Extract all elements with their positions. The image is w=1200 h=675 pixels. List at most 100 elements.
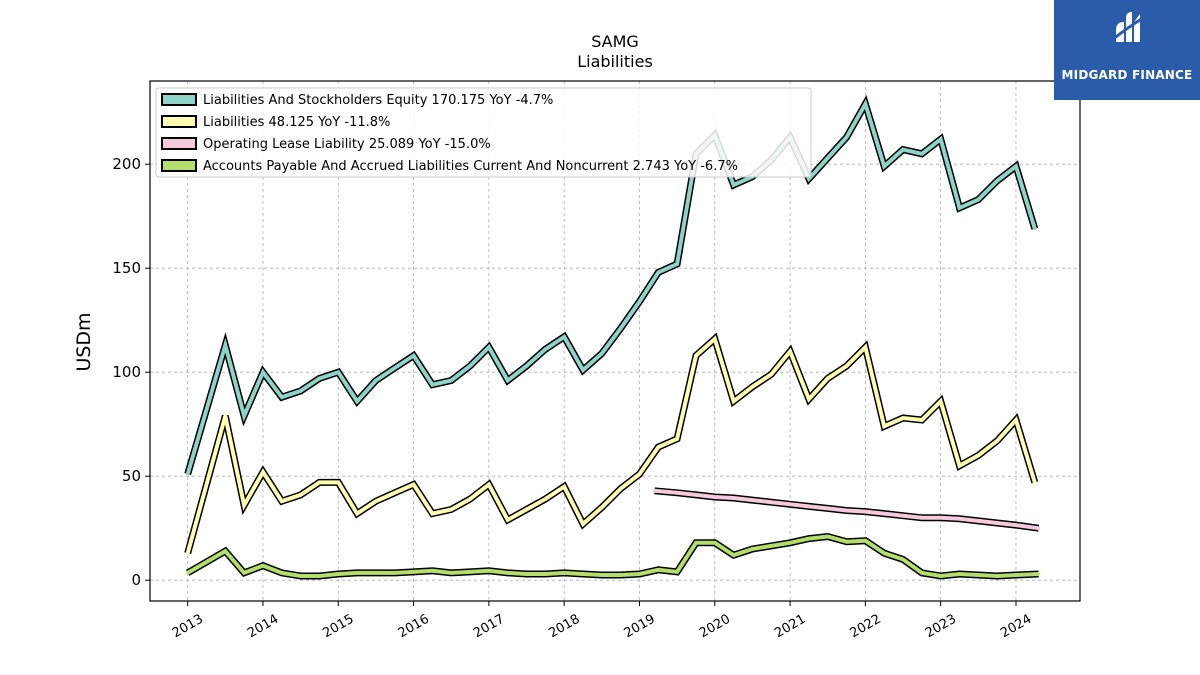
series-point	[318, 377, 321, 380]
series-point	[995, 439, 999, 443]
x-tick-label: 2014	[245, 612, 281, 642]
chart-title: SAMG	[591, 32, 639, 51]
series-point	[920, 418, 924, 422]
legend-label: Operating Lease Liability 25.089 YoY -15…	[203, 137, 491, 152]
series-point	[864, 539, 867, 543]
series-point	[675, 570, 679, 574]
series-point	[525, 572, 528, 576]
series-point	[581, 522, 585, 526]
series-point	[653, 489, 656, 493]
series-point	[280, 571, 284, 575]
series-point	[619, 487, 622, 491]
series-point	[506, 379, 510, 382]
series-point	[318, 574, 321, 578]
series-point	[958, 517, 961, 521]
y-tick-label: 150	[112, 259, 141, 277]
series-point	[186, 551, 190, 555]
series-point	[638, 472, 641, 476]
series-point	[826, 377, 830, 380]
series-point	[882, 424, 886, 428]
series-point	[939, 574, 943, 578]
series-point	[769, 544, 773, 548]
series-point	[769, 500, 773, 504]
series-lines	[184, 95, 1040, 580]
series-point	[299, 574, 302, 578]
series-point	[355, 399, 359, 403]
series-point	[788, 350, 792, 353]
series-point	[920, 152, 924, 156]
series-point	[995, 574, 999, 578]
series-point	[336, 481, 340, 484]
series-point	[336, 572, 340, 576]
legend-label: Liabilities And Stockholders Equity 170.…	[203, 93, 553, 108]
series-point	[374, 499, 378, 503]
series-point	[976, 198, 980, 202]
series-point	[393, 366, 397, 370]
series-point	[393, 571, 397, 575]
series-point	[920, 516, 924, 520]
series-point	[656, 271, 660, 274]
logo-text: MIDGARD FINANCE	[1061, 68, 1193, 82]
series-point	[1037, 526, 1040, 530]
series-point	[826, 156, 830, 160]
series-point	[807, 177, 811, 181]
series-point	[958, 572, 961, 576]
series-point	[807, 537, 811, 540]
series-point	[261, 370, 265, 374]
series-point	[506, 518, 510, 522]
series-point	[543, 497, 547, 501]
series-point	[280, 395, 284, 399]
series-point	[468, 364, 472, 368]
series-point	[336, 370, 340, 374]
legend-swatch	[161, 115, 197, 128]
series-point	[525, 364, 528, 368]
series-point	[1033, 481, 1037, 484]
legend-swatch	[161, 137, 197, 150]
series-point	[393, 491, 397, 495]
series-point	[431, 383, 434, 387]
series-point	[525, 508, 528, 511]
series-point	[186, 472, 190, 476]
series-point	[732, 183, 735, 187]
logo: MIDGARD FINANCE	[1054, 0, 1200, 100]
series-point	[600, 573, 604, 577]
x-tick-label: 2015	[320, 612, 356, 642]
series-point	[261, 470, 265, 474]
series-point	[412, 483, 415, 486]
series-point	[431, 512, 434, 515]
series-point	[732, 399, 735, 403]
series-point	[431, 569, 434, 573]
series-point	[901, 558, 905, 561]
series-point	[487, 345, 491, 349]
y-axis-label: USDm	[73, 312, 95, 371]
series-point	[581, 368, 585, 372]
x-tick-label: 2020	[697, 612, 733, 642]
series-point	[694, 541, 698, 545]
series-point	[581, 572, 585, 576]
legend-swatch	[161, 93, 197, 106]
y-tick-label: 100	[112, 363, 141, 381]
series-outline	[185, 532, 1039, 580]
series-point	[995, 521, 999, 525]
series-point	[958, 464, 961, 468]
series-point	[826, 507, 830, 510]
legend-box	[155, 87, 812, 178]
series-point	[280, 499, 284, 503]
series-point	[845, 364, 848, 368]
series-point	[826, 535, 830, 538]
series-point	[1014, 418, 1018, 422]
series-point	[864, 345, 867, 349]
series-point	[619, 573, 622, 577]
series-point	[675, 262, 679, 266]
series-point	[901, 416, 905, 420]
series-point	[732, 496, 735, 500]
series-point	[1037, 572, 1040, 576]
series-point	[374, 379, 378, 382]
series-point	[656, 568, 660, 572]
series-line	[186, 534, 1039, 579]
series-point	[600, 352, 604, 355]
series-point	[713, 337, 717, 341]
series-point	[242, 503, 246, 507]
legend-label: Accounts Payable And Accrued Liabilities…	[203, 159, 738, 174]
series-point	[449, 571, 453, 575]
